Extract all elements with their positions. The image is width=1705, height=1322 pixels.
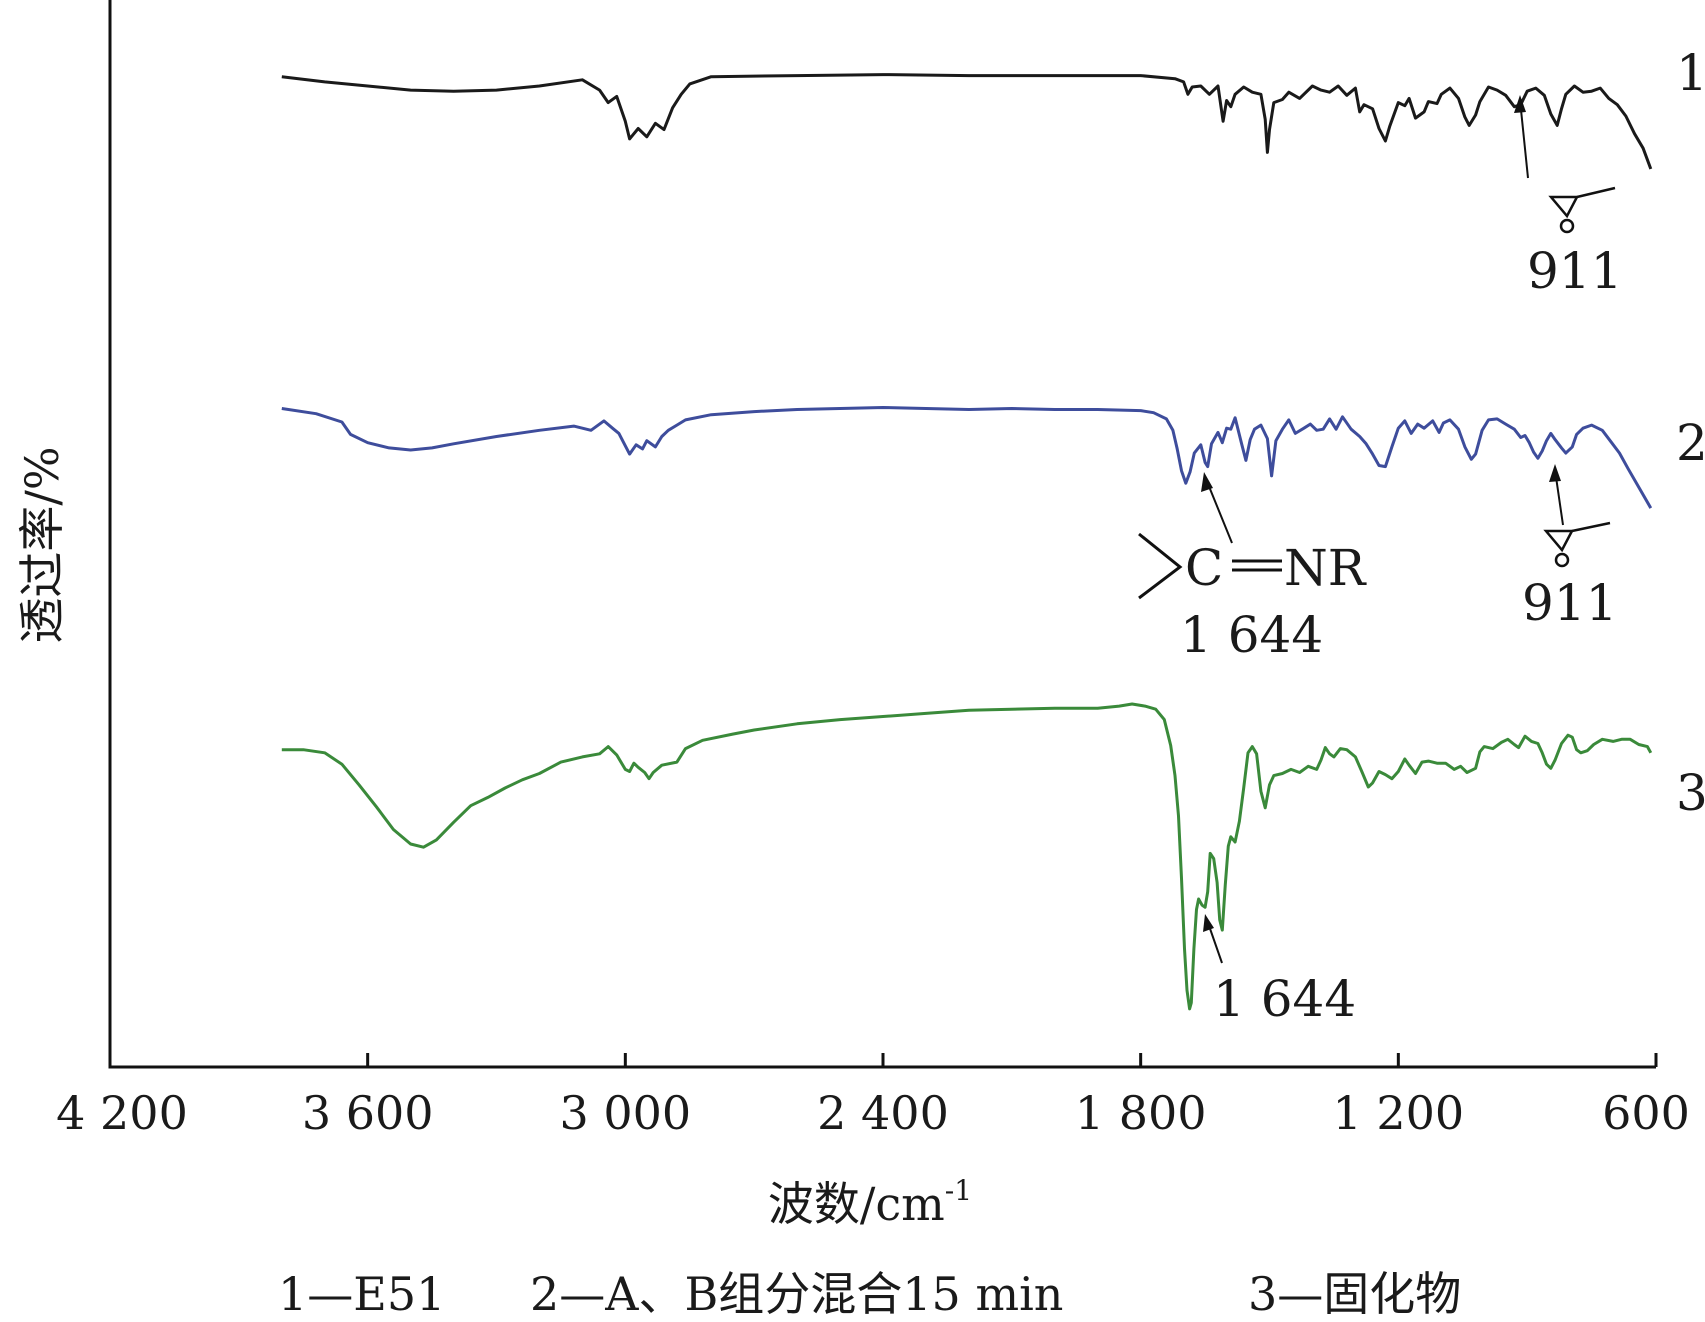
annotation-s2-1644-arrowhead <box>1201 472 1213 492</box>
imine-bond-icon <box>1138 532 1183 600</box>
series-line-2 <box>281 406 1653 509</box>
x-tick-label: 1 800 <box>1075 1086 1207 1140</box>
series-line-3 <box>281 702 1653 1011</box>
annotation-s1-911: 911 <box>1514 95 1622 300</box>
x-tick-label: 1 200 <box>1332 1086 1464 1140</box>
x-axis-title-text: 波数/cm <box>768 1177 945 1231</box>
x-axis-title-sup: -1 <box>945 1174 972 1207</box>
annotation-s2-1644: C NR 1 644 <box>1138 472 1367 664</box>
epoxy-ring-icon <box>1548 186 1616 234</box>
series-group <box>281 73 1653 1011</box>
annotation-s2-911: 911 <box>1522 464 1617 632</box>
axes-frame <box>108 0 1656 1069</box>
annotation-s3-1644-arrowhead <box>1203 914 1214 932</box>
annotation-s2-cn-c: C <box>1185 539 1223 597</box>
legend-item-2: 2—A、B组分混合15 min <box>530 1267 1063 1321</box>
annotation-s2-cn-nr: NR <box>1284 539 1367 597</box>
legend-item-1: 1—E51 <box>278 1267 445 1321</box>
annotation-s3-1644: 1 644 <box>1203 914 1356 1028</box>
annotation-s3-1644-label: 1 644 <box>1213 970 1356 1028</box>
annotation-s1-911-arrowhead <box>1514 95 1526 113</box>
series-label-3: 3 <box>1676 764 1705 822</box>
legend: 1—E51 2—A、B组分混合15 min 3—固化物 <box>278 1267 1461 1321</box>
x-axis-ticks: 4 200 3 600 3 000 2 400 1 800 1 200 600 <box>56 1053 1690 1140</box>
annotation-s2-911-label: 911 <box>1522 574 1617 632</box>
legend-item-3: 3—固化物 <box>1248 1267 1461 1321</box>
annotation-s1-911-arrow <box>1519 99 1529 179</box>
x-tick-label: 2 400 <box>817 1086 949 1140</box>
annotation-s2-1644-arrow <box>1205 478 1233 544</box>
x-tick-label: 3 600 <box>302 1086 434 1140</box>
epoxy-ring-icon <box>1543 521 1611 568</box>
annotation-s2-911-arrowhead <box>1549 464 1561 482</box>
x-tick-label: 3 000 <box>559 1086 691 1140</box>
y-axis-title: 透过率/% <box>15 446 69 643</box>
x-axis-title: 波数/cm-1 <box>768 1174 972 1231</box>
annotation-s1-911-label: 911 <box>1527 242 1622 300</box>
x-tick-label: 600 <box>1602 1086 1690 1140</box>
x-tick-label: 4 200 <box>56 1086 188 1140</box>
series-label-1: 1 <box>1676 44 1705 102</box>
annotation-s2-1644-label: 1 644 <box>1180 606 1323 664</box>
series-line-1 <box>281 73 1653 170</box>
series-label-2: 2 <box>1676 414 1705 472</box>
